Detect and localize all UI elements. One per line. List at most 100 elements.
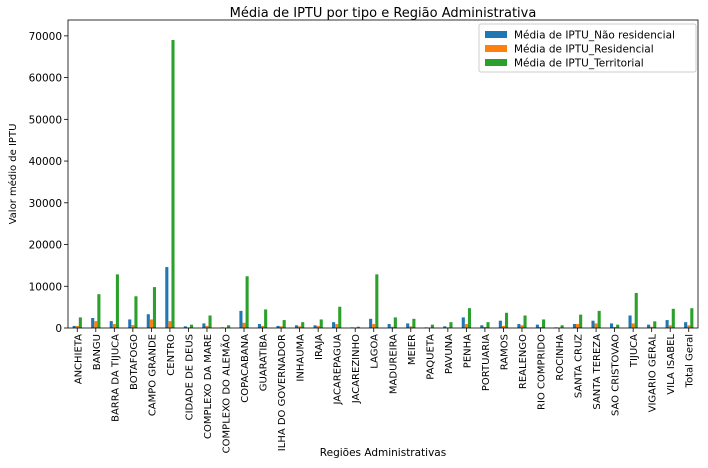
bar-nao-residencial bbox=[684, 322, 687, 328]
bar-territorial bbox=[505, 313, 508, 328]
bar-residencial bbox=[94, 321, 97, 328]
bar-nao-residencial bbox=[388, 324, 391, 328]
x-tick-label: BARRA DA TIJUCA bbox=[110, 334, 121, 422]
bar-territorial bbox=[579, 315, 582, 328]
bar-nao-residencial bbox=[314, 325, 317, 328]
bar-territorial bbox=[301, 322, 304, 328]
x-tick-label: MEIER bbox=[407, 334, 418, 365]
bar-nao-residencial bbox=[165, 267, 168, 328]
legend-swatch bbox=[485, 59, 507, 66]
x-tick-label: INHAUMA bbox=[296, 334, 307, 382]
bar-residencial bbox=[131, 325, 134, 328]
x-tick-label: PORTUARIA bbox=[481, 334, 492, 391]
x-tick-label: ILHA DO GOVERNADOR bbox=[277, 334, 288, 451]
bar-territorial bbox=[653, 321, 656, 328]
bar-territorial bbox=[672, 309, 675, 328]
y-tick-label: 0 bbox=[55, 323, 62, 335]
bar-residencial bbox=[465, 324, 468, 328]
x-tick-label: Total Geral bbox=[685, 334, 696, 388]
bar-territorial bbox=[283, 320, 286, 328]
bar-territorial bbox=[561, 325, 564, 328]
bar-territorial bbox=[524, 315, 527, 328]
bar-residencial bbox=[372, 324, 375, 328]
x-tick-label: GUARATIBA bbox=[259, 334, 270, 391]
bar-residencial bbox=[335, 324, 338, 328]
y-tick-label: 30000 bbox=[29, 198, 62, 210]
bar-nao-residencial bbox=[91, 318, 94, 328]
x-tick-label: SAO CRISTOVAO bbox=[611, 334, 622, 416]
legend-swatch bbox=[485, 45, 507, 52]
x-tick-label: TIJUCA bbox=[629, 334, 640, 368]
x-tick-label: RIO COMPRIDO bbox=[537, 334, 548, 410]
legend-swatch bbox=[485, 31, 507, 38]
bar-territorial bbox=[431, 325, 434, 328]
y-tick-label: 50000 bbox=[29, 114, 62, 126]
bar-territorial bbox=[320, 319, 323, 328]
bar-nao-residencial bbox=[499, 321, 502, 328]
x-tick-label: REALENGO bbox=[518, 334, 529, 389]
x-tick-label: SANTA CRUZ bbox=[574, 334, 585, 398]
bar-territorial bbox=[153, 287, 156, 328]
bar-territorial bbox=[468, 308, 471, 328]
bar-territorial bbox=[171, 40, 174, 328]
y-axis-label: Valor médio de IPTU bbox=[7, 124, 19, 225]
x-tick-label: COPACABANA bbox=[240, 334, 251, 403]
bar-nao-residencial bbox=[147, 314, 150, 328]
bar-nao-residencial bbox=[406, 323, 409, 328]
bar-territorial bbox=[227, 325, 230, 328]
x-tick-label: PENHA bbox=[462, 334, 473, 368]
bar-territorial bbox=[616, 325, 619, 328]
y-tick-label: 70000 bbox=[29, 31, 62, 43]
bar-residencial bbox=[632, 323, 635, 328]
x-tick-label: VIGARIO GERAL bbox=[648, 334, 659, 413]
bar-nao-residencial bbox=[517, 324, 520, 328]
bar-territorial bbox=[79, 317, 82, 328]
bar-territorial bbox=[134, 296, 137, 328]
x-tick-label: RAMOS bbox=[499, 334, 510, 370]
bar-territorial bbox=[690, 308, 693, 328]
bar-territorial bbox=[338, 307, 341, 328]
bar-territorial bbox=[598, 311, 601, 328]
y-tick-label: 20000 bbox=[29, 240, 62, 252]
x-tick-label: CAMPO GRANDE bbox=[147, 334, 158, 416]
chart-title: Média de IPTU por tipo e Região Administ… bbox=[230, 6, 537, 21]
bar-nao-residencial bbox=[239, 311, 242, 328]
x-tick-label: BANGU bbox=[92, 334, 103, 370]
bar-territorial bbox=[375, 274, 378, 328]
bar-residencial bbox=[242, 323, 245, 328]
bar-territorial bbox=[542, 319, 545, 328]
bar-nao-residencial bbox=[591, 321, 594, 328]
bar-residencial bbox=[520, 325, 523, 328]
x-tick-label: JACAREZINHO bbox=[351, 334, 362, 404]
bar-nao-residencial bbox=[610, 323, 613, 328]
bar-territorial bbox=[246, 276, 249, 328]
bar-nao-residencial bbox=[480, 325, 483, 328]
x-tick-label: SANTA TEREZA bbox=[592, 334, 603, 410]
x-tick-label: PAVUNA bbox=[444, 334, 455, 374]
bar-residencial bbox=[669, 325, 672, 328]
x-tick-label: BOTAFOGO bbox=[129, 334, 140, 390]
x-tick-label: LAGOA bbox=[370, 334, 381, 369]
bar-nao-residencial bbox=[629, 315, 632, 328]
bar-nao-residencial bbox=[666, 320, 669, 328]
legend-label: Média de IPTU_Residencial bbox=[514, 44, 654, 56]
bar-territorial bbox=[635, 293, 638, 328]
bar-residencial bbox=[576, 324, 579, 328]
y-tick-label: 10000 bbox=[29, 281, 62, 293]
bar-nao-residencial bbox=[573, 324, 576, 328]
bar-territorial bbox=[264, 309, 267, 328]
bar-residencial bbox=[595, 323, 598, 328]
bar-nao-residencial bbox=[536, 325, 539, 328]
bar-nao-residencial bbox=[332, 322, 335, 328]
bar-territorial bbox=[190, 325, 193, 328]
bar-nao-residencial bbox=[128, 319, 131, 328]
bar-residencial bbox=[150, 319, 153, 328]
bar-territorial bbox=[209, 315, 212, 328]
bar-nao-residencial bbox=[202, 323, 205, 328]
x-tick-label: COMPLEXO DA MARE bbox=[203, 334, 214, 439]
bar-territorial bbox=[116, 274, 119, 328]
bar-territorial bbox=[486, 322, 489, 328]
x-tick-label: CENTRO bbox=[166, 334, 177, 376]
bar-nao-residencial bbox=[369, 319, 372, 328]
